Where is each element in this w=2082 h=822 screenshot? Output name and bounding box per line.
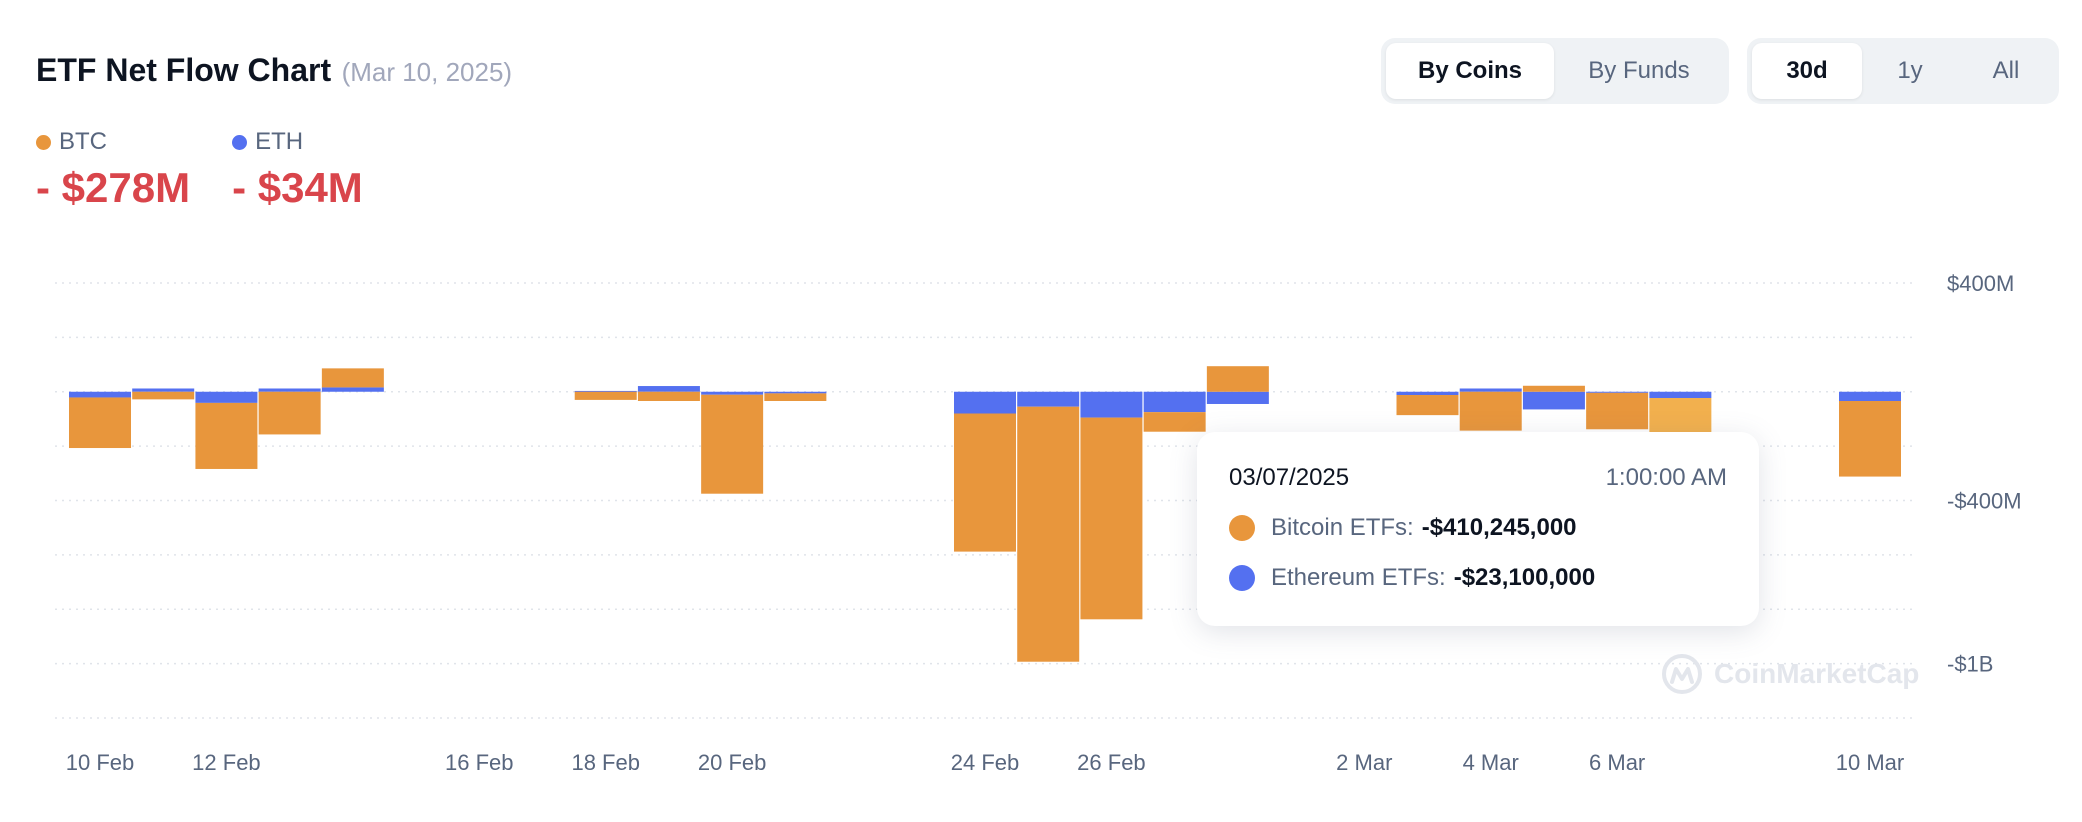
bar-eth[interactable] — [195, 391, 258, 403]
y-tick-label: $400M — [1947, 271, 2014, 296]
x-tick-label: 16 Feb — [445, 750, 514, 775]
bar-eth[interactable] — [1649, 391, 1712, 399]
bar-eth[interactable] — [132, 388, 195, 392]
tooltip-time: 1:00:00 AM — [1605, 464, 1727, 491]
bar-eth[interactable] — [1143, 391, 1206, 413]
y-tick-label: -$400M — [1947, 489, 2022, 514]
btc-dot-icon — [1229, 515, 1255, 541]
bar-eth[interactable] — [321, 387, 384, 392]
range-30d-button[interactable]: 30d — [1752, 43, 1862, 99]
x-tick-label: 26 Feb — [1077, 750, 1146, 775]
chart-title: ETF Net Flow Chart — [36, 52, 332, 88]
bar-btc[interactable] — [1459, 391, 1522, 431]
bar-eth[interactable] — [764, 391, 827, 394]
bar-btc[interactable] — [321, 368, 384, 388]
legend-label: BTC — [59, 128, 107, 155]
bar-btc[interactable] — [1080, 417, 1143, 620]
legend: BTC - $278M ETH - $34M — [36, 128, 363, 212]
bar-btc[interactable] — [574, 391, 637, 400]
legend-label: ETH — [255, 128, 304, 155]
eth-dot-icon — [232, 134, 248, 150]
eth-dot-icon — [1229, 565, 1255, 591]
bar-eth[interactable] — [1080, 391, 1143, 418]
chart-title-row: ETF Net Flow Chart (Mar 10, 2025) — [36, 52, 512, 89]
range-all-button[interactable]: All — [1992, 57, 2020, 84]
bar-btc[interactable] — [1839, 400, 1901, 477]
x-tick-label: 4 Mar — [1463, 750, 1519, 775]
tooltip-date: 03/07/2025 — [1229, 464, 1350, 491]
bar-btc[interactable] — [637, 391, 700, 401]
watermark: CoinMarketCap — [1660, 652, 1919, 696]
range-toggle: 30d 1y All — [1747, 38, 2059, 104]
bar-eth[interactable] — [1839, 391, 1901, 401]
chart-tooltip: 03/07/2025 1:00:00 AM Bitcoin ETFs: -$41… — [1197, 432, 1759, 626]
watermark-text: CoinMarketCap — [1714, 658, 1920, 689]
bar-eth[interactable] — [574, 390, 637, 392]
bar-btc[interactable] — [1143, 412, 1206, 432]
bar-btc[interactable] — [132, 391, 195, 400]
bar-eth[interactable] — [954, 391, 1016, 414]
bar-btc[interactable] — [701, 394, 764, 494]
tooltip-label: Ethereum ETFs: — [1271, 564, 1446, 591]
bar-eth[interactable] — [1017, 391, 1080, 407]
view-toggle: By Coins By Funds — [1381, 38, 1729, 104]
y-axis: $400M -$400M -$1B — [1947, 271, 2022, 677]
x-tick-label: 6 Mar — [1589, 750, 1645, 775]
x-tick-label: 20 Feb — [698, 750, 767, 775]
x-tick-label: 12 Feb — [192, 750, 261, 775]
tooltip-label: Bitcoin ETFs: — [1271, 514, 1414, 541]
bar-eth[interactable] — [1586, 391, 1649, 393]
bar-eth[interactable] — [1396, 391, 1459, 396]
tooltip-value: -$23,100,000 — [1453, 564, 1596, 591]
bar-eth[interactable] — [69, 391, 131, 398]
tooltip-row-eth: Ethereum ETFs: -$23,100,000 — [1229, 564, 1727, 592]
tooltip-value: -$410,245,000 — [1421, 514, 1577, 541]
eth-net-flow-value: - $34M — [232, 164, 363, 211]
bar-btc[interactable] — [1522, 385, 1585, 392]
chart-date: (Mar 10, 2025) — [341, 57, 513, 87]
by-funds-button[interactable]: By Funds — [1588, 57, 1690, 84]
x-tick-label: 18 Feb — [571, 750, 640, 775]
by-coins-button[interactable]: By Coins — [1386, 43, 1554, 99]
bar-btc[interactable] — [1586, 392, 1649, 430]
bar-btc[interactable] — [764, 393, 827, 401]
bar-btc[interactable] — [1017, 406, 1080, 662]
range-1y-button[interactable]: 1y — [1897, 57, 1923, 84]
btc-net-flow-value: - $278M — [36, 164, 191, 211]
coinmarketcap-logo-icon — [1662, 654, 1702, 694]
bar-btc[interactable] — [258, 391, 321, 435]
bar-btc[interactable] — [1396, 395, 1459, 416]
x-tick-label: 10 Mar — [1836, 750, 1904, 775]
bar-btc[interactable] — [954, 413, 1016, 552]
bar-btc[interactable] — [195, 402, 258, 469]
bar-eth[interactable] — [637, 386, 700, 392]
y-tick-label: -$1B — [1947, 652, 1993, 677]
legend-item-eth[interactable]: ETH - $34M — [232, 128, 363, 212]
btc-dot-icon — [36, 134, 51, 150]
legend-item-btc[interactable]: BTC - $278M — [36, 128, 190, 212]
tooltip-row-btc: Bitcoin ETFs: -$410,245,000 — [1229, 514, 1727, 542]
x-tick-label: 24 Feb — [951, 750, 1020, 775]
bar-eth[interactable] — [1522, 391, 1585, 410]
x-tick-label: 10 Feb — [66, 750, 135, 775]
bar-eth[interactable] — [701, 391, 764, 395]
bar-btc[interactable] — [1206, 366, 1269, 392]
bar-eth[interactable] — [1206, 391, 1269, 404]
x-tick-label: 2 Mar — [1336, 750, 1392, 775]
bar-btc[interactable] — [69, 397, 131, 449]
bar-eth[interactable] — [258, 388, 321, 392]
bar-eth[interactable] — [1459, 388, 1522, 392]
x-axis: 10 Feb 12 Feb 16 Feb 18 Feb 20 Feb 24 Feb 26 F… — [66, 750, 1904, 775]
